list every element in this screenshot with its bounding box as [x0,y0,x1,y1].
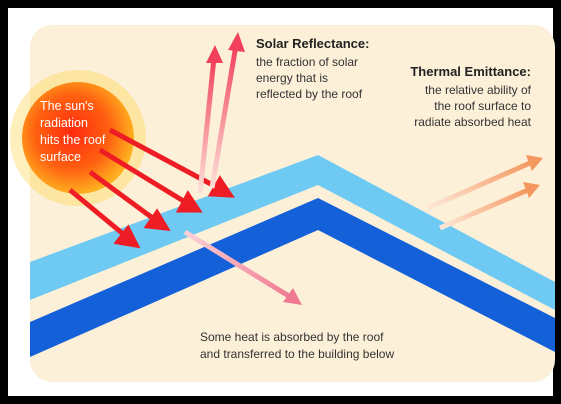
body-text: the fraction of solar [256,55,358,69]
body-text: and transferred to the building below [200,347,394,361]
body-text: energy that is [256,71,328,85]
body-text: radiate absorbed heat [414,115,531,129]
body-text: the roof surface to [434,99,531,113]
sun-text: The sun's [40,99,94,113]
page: The sun's radiation hits the roof surfac… [0,0,561,404]
body-text: the relative ability of [425,83,532,97]
sun-text: surface [40,150,81,164]
body-text: Some heat is absorbed by the roof [200,330,384,344]
sun-text: hits the roof [40,133,106,147]
diagram: The sun's radiation hits the roof surfac… [0,0,561,404]
sun-text: radiation [40,116,88,130]
heading: Solar Reflectance: [256,36,369,51]
heading: Thermal Emittance: [410,64,531,79]
body-text: reflected by the roof [256,87,363,101]
